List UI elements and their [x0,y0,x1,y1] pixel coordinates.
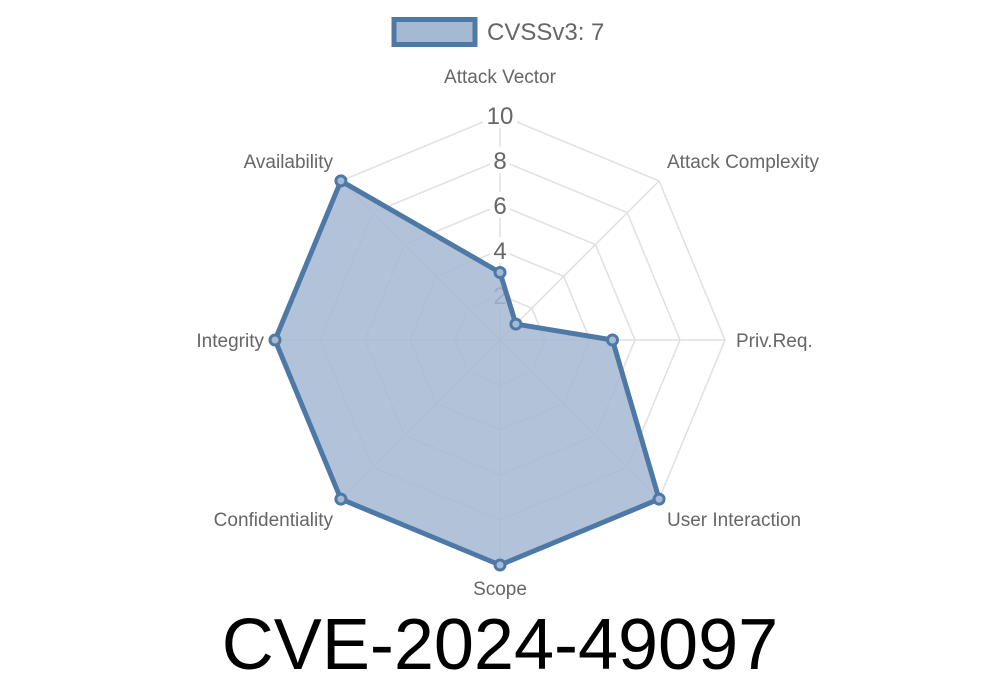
axis-label: Attack Complexity [667,152,820,173]
tick-label-bg [490,192,510,218]
axis-label: Priv.Req. [736,331,813,352]
legend-label: CVSSv3: 7 [487,19,604,46]
axis-label: Confidentiality [214,510,334,531]
tick-label: 10 [487,103,514,130]
data-point [268,333,282,347]
data-point [493,558,507,572]
axis-label: Integrity [196,331,264,352]
data-point [334,492,348,506]
data-point [509,317,523,331]
data-point [652,492,666,506]
grid-spoke [499,180,660,341]
data-point [493,266,507,279]
tick-label-bg [483,102,517,128]
tick-label-bg [490,237,510,263]
tick-label: 4 [493,238,506,265]
data-point [606,333,619,347]
data-point [334,174,348,188]
tick-label: 8 [493,148,506,175]
chart-title: CVE-2024-49097 [221,605,779,685]
tick-label-bg [490,147,510,173]
axis-label: Attack Vector [444,67,557,88]
axis-label: Scope [473,579,527,600]
axis-label: User Interaction [667,510,801,531]
legend-swatch [391,17,478,47]
tick-label: 6 [493,193,506,220]
axis-label: Availability [244,152,334,173]
